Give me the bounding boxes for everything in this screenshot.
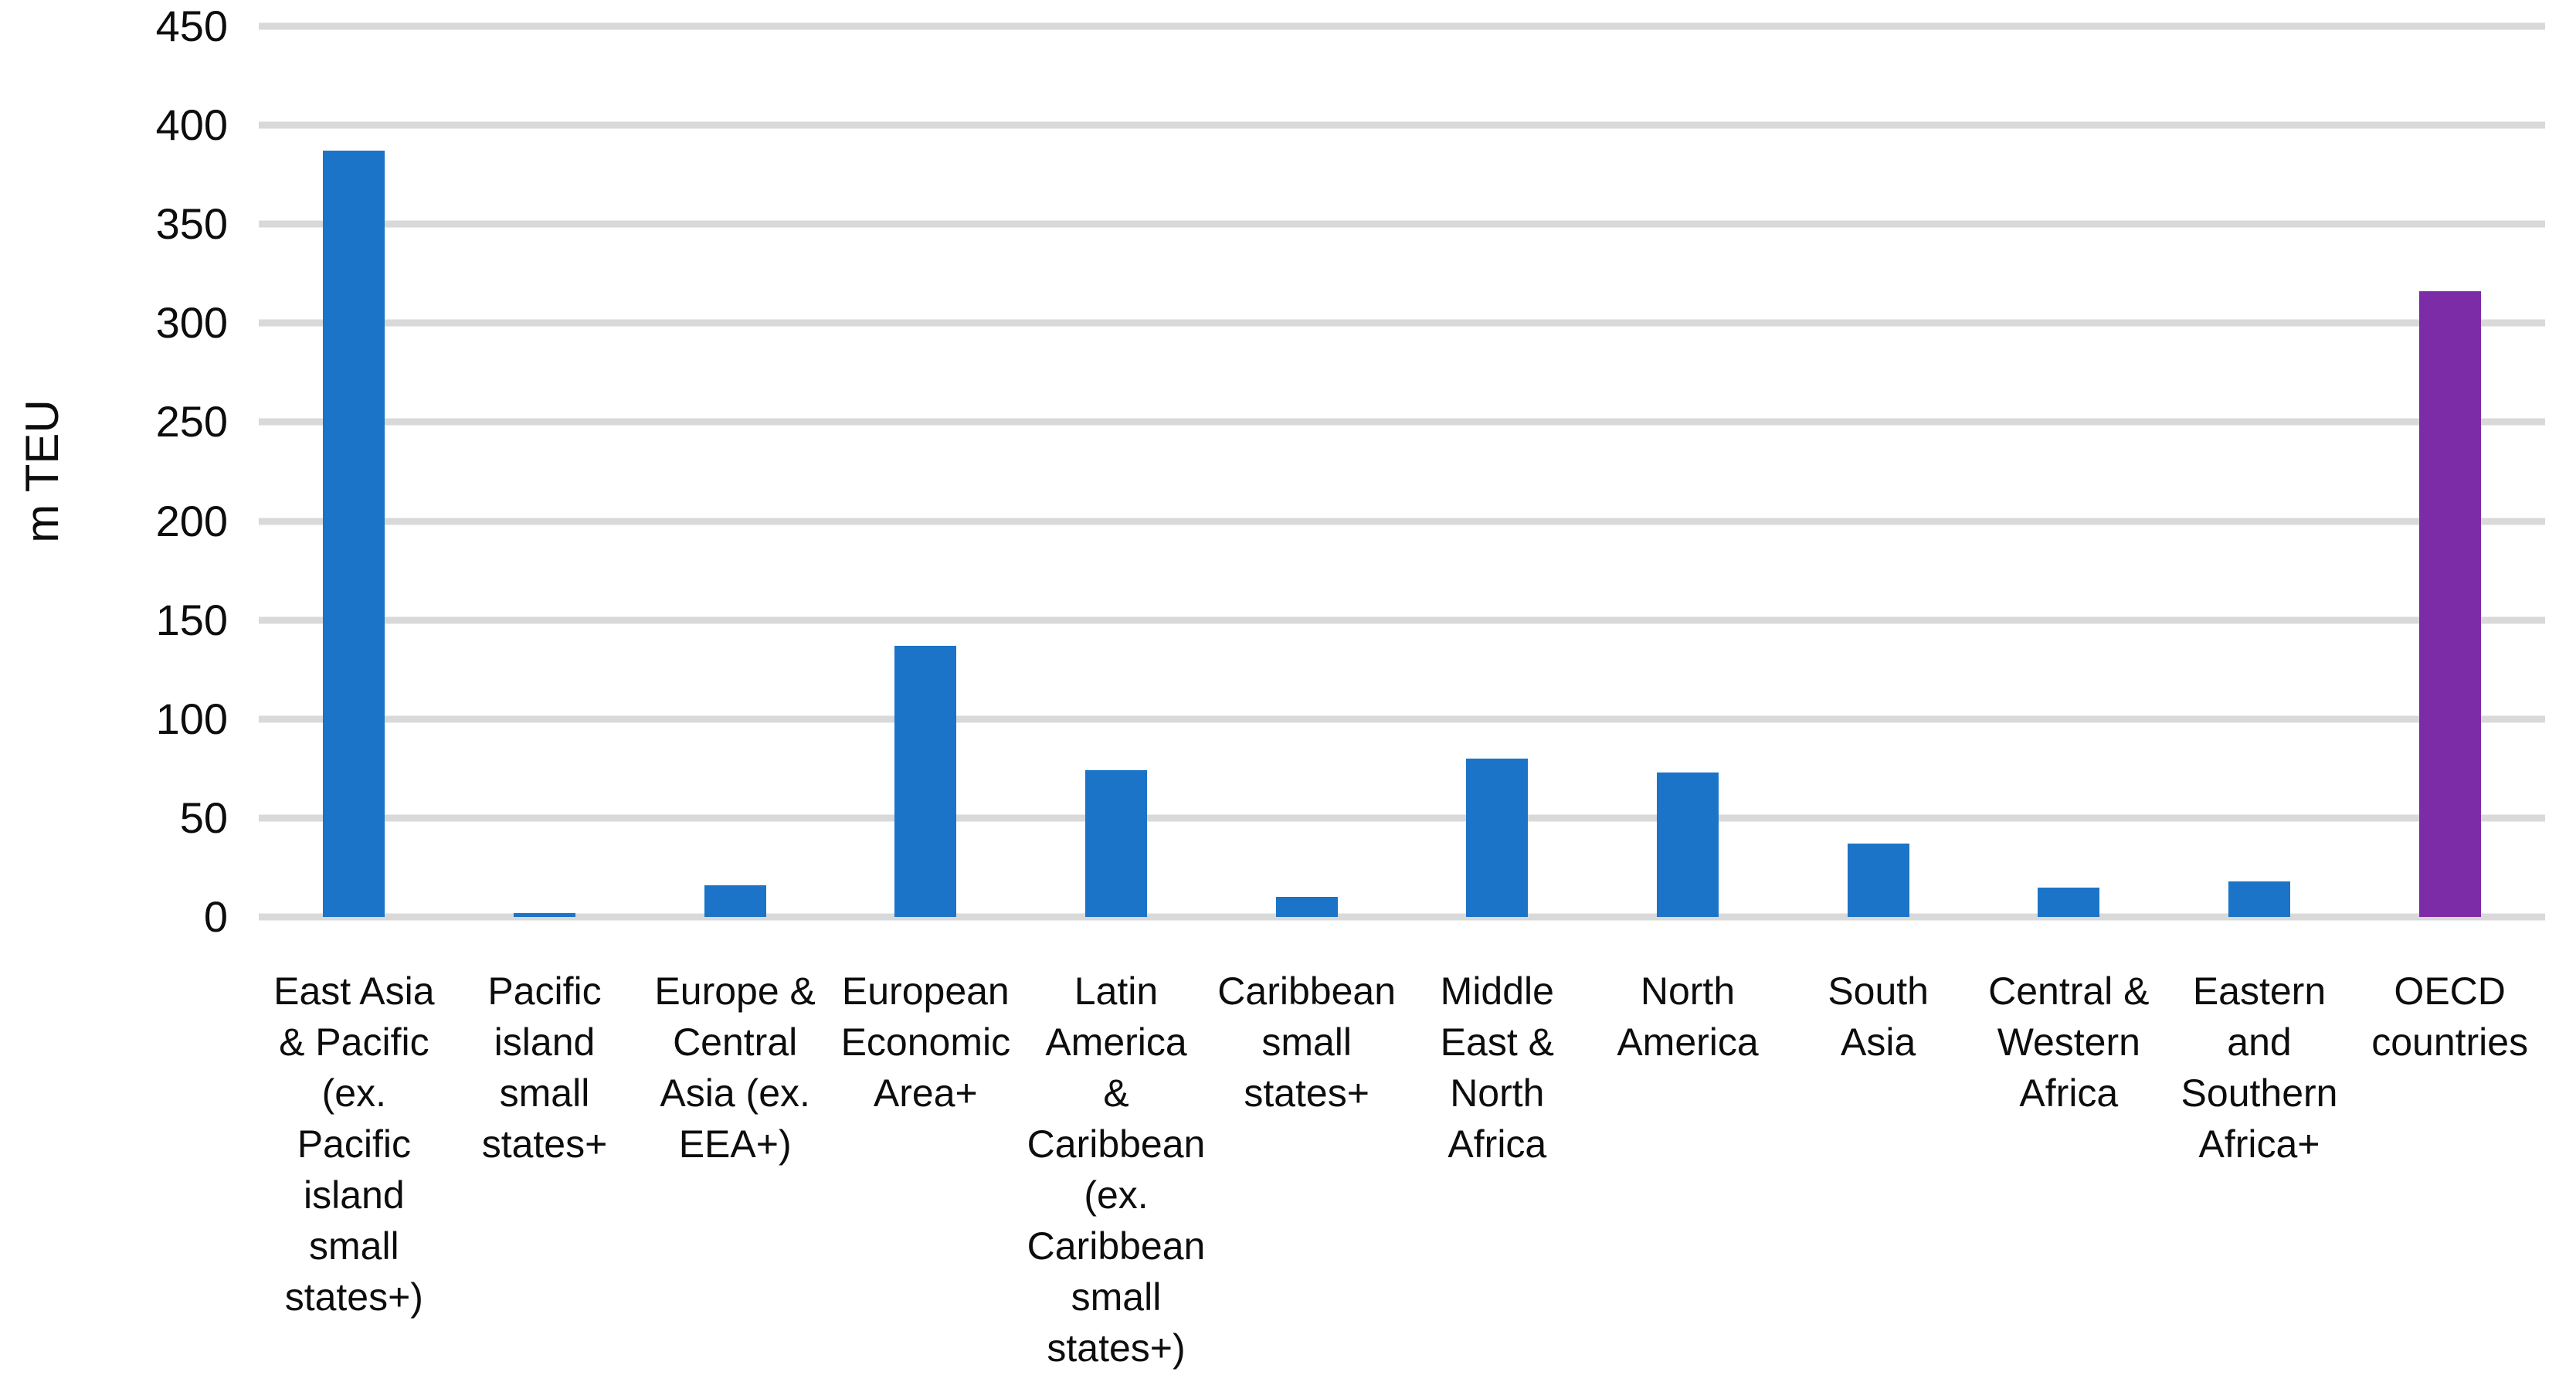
gridline [259, 22, 2545, 30]
gridline [259, 319, 2545, 327]
bar [514, 912, 575, 917]
gridline [259, 616, 2545, 624]
bar [2418, 291, 2481, 917]
x-tick-label: South Asia [1828, 969, 1929, 1064]
bar [704, 885, 766, 917]
y-tick-label: 250 [155, 397, 228, 447]
bar [1085, 770, 1147, 917]
bar [1657, 772, 1719, 917]
x-tick-label: East Asia & Pacific (ex. Pacific island … [273, 969, 435, 1319]
bar [2228, 881, 2290, 917]
bar [1847, 844, 1909, 917]
y-tick-label: 450 [155, 2, 228, 50]
x-tick-label: Europe & Central Asia (ex. EEA+) [654, 969, 816, 1166]
y-tick-label: 50 [179, 793, 228, 842]
bar [323, 151, 385, 917]
bar [2038, 887, 2100, 917]
bar [1466, 759, 1529, 917]
x-tick-label: Pacific island small states+ [481, 969, 608, 1166]
y-tick-label: 200 [155, 496, 228, 545]
y-axis-label: m TEU [16, 399, 68, 543]
x-tick-label: North America [1617, 969, 1759, 1064]
gridline [259, 814, 2545, 822]
gridline [259, 220, 2545, 228]
y-tick-label: 0 [203, 892, 228, 941]
gridline [259, 418, 2545, 426]
x-tick-label: Eastern and Southern Africa+ [2181, 969, 2338, 1166]
x-tick-label: OECD countries [2371, 969, 2529, 1064]
gridline [259, 913, 2545, 921]
gridline [259, 121, 2545, 129]
y-tick-label: 150 [155, 595, 228, 644]
y-tick-label: 400 [155, 100, 228, 150]
y-tick-label: 100 [155, 694, 228, 743]
x-tick-label: Middle East & North Africa [1440, 969, 1554, 1166]
gridline [259, 518, 2545, 525]
plot-area [259, 22, 2545, 921]
x-tick-label: European Economic Area+ [840, 969, 1011, 1115]
bar [894, 645, 957, 917]
gridline [259, 715, 2545, 723]
bar [1275, 897, 1338, 917]
y-tick-label: 300 [155, 298, 228, 348]
x-tick-label: Latin America & Caribbean (ex. Caribbean… [1027, 969, 1206, 1370]
x-tick-label: Central & Western Africa [1988, 969, 2150, 1115]
x-tick-label: Caribbean small states+ [1217, 969, 1397, 1115]
y-tick-label: 350 [155, 199, 228, 249]
